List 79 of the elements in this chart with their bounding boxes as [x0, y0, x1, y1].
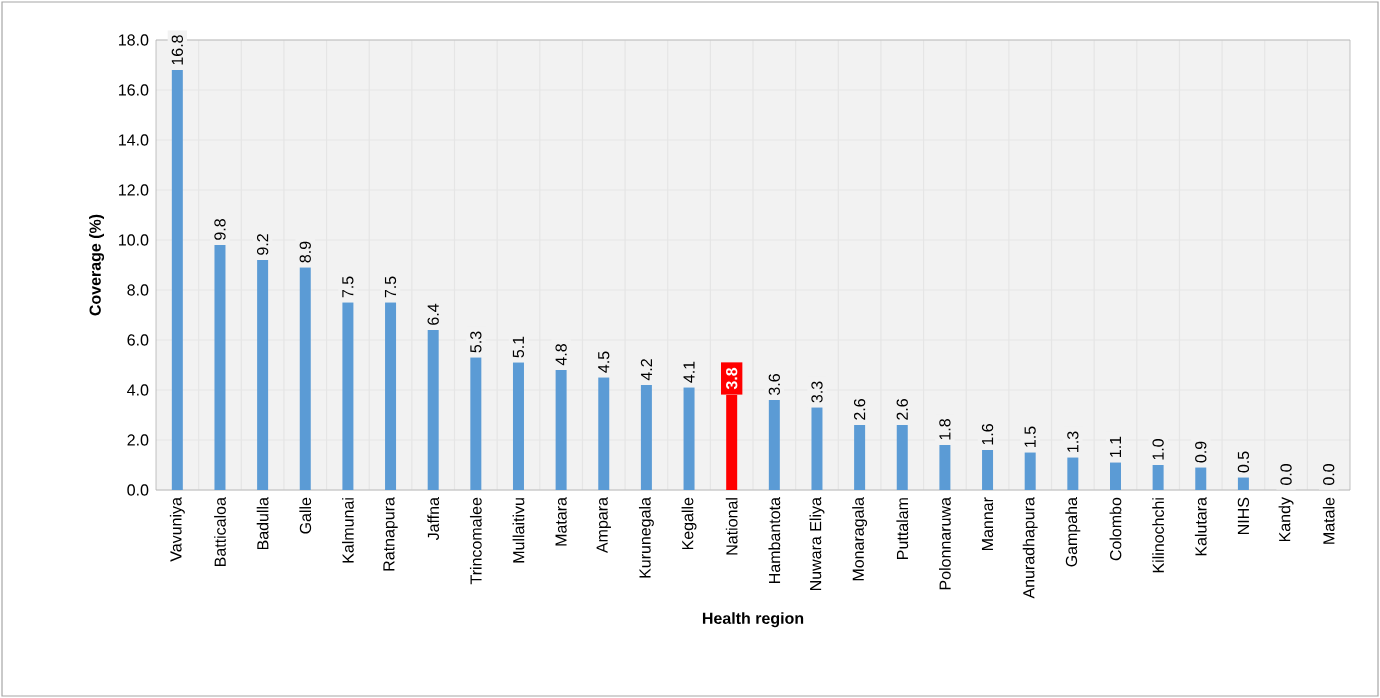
data-label: 1.8	[939, 419, 951, 440]
y-tick-label: 6.0	[127, 334, 149, 346]
data-label: 0.0	[1323, 463, 1335, 485]
x-tick-label: Ampara	[596, 497, 611, 554]
x-tick-label: Vavuniya	[169, 497, 185, 562]
x-tick-label: Badulla	[256, 497, 269, 550]
bar	[555, 370, 567, 490]
data-label: 5.1	[512, 336, 525, 358]
data-label: 3.6	[768, 374, 780, 395]
x-tick-label: National	[725, 498, 738, 555]
data-label: 8.9	[299, 241, 311, 263]
x-tick-label: Batticaloa	[214, 497, 226, 567]
x-tick-label: Kurunegala	[638, 497, 654, 578]
bar	[768, 400, 780, 490]
x-tick-label: Kalmunai	[342, 498, 354, 563]
y-tick-label: 16.0	[119, 84, 149, 96]
bar	[257, 260, 269, 490]
data-label: 16.8	[171, 35, 183, 65]
data-label: 3.8	[726, 367, 738, 390]
bar	[214, 245, 226, 490]
y-tick-label: 2.0	[127, 434, 149, 446]
data-label: 4.1	[683, 361, 695, 383]
bar	[683, 387, 695, 490]
x-tick-label: Kilinochchi	[1152, 498, 1164, 573]
x-tick-label: Mannar	[981, 497, 994, 550]
y-tick-label: 14.0	[119, 134, 149, 146]
x-tick-label: Hambantota	[768, 497, 781, 583]
x-tick-label: Kalutara	[1194, 497, 1207, 556]
x-tick-label: Matara	[555, 497, 567, 546]
bar	[598, 377, 610, 490]
y-tick-label: 8.0	[127, 284, 149, 296]
x-tick-label: Trincomalee	[469, 497, 482, 585]
x-tick-label: Polonnaruwa	[939, 497, 951, 590]
data-label: 7.5	[384, 276, 397, 298]
y-tick-label: 12.0	[119, 184, 149, 196]
x-axis-title: Health region	[702, 612, 804, 628]
data-label: 0.9	[1195, 441, 1207, 463]
data-label: 4.5	[598, 351, 610, 373]
data-label: 1.0	[1152, 438, 1164, 460]
x-tick-label: Anuradhapura	[1022, 497, 1038, 599]
x-tick-label: Colombo	[1109, 497, 1122, 561]
data-label: 2.6	[896, 399, 908, 420]
bar	[171, 70, 183, 490]
data-label: 7.5	[342, 276, 354, 298]
data-label: 0.5	[1237, 451, 1250, 473]
data-label: 3.3	[811, 381, 823, 403]
data-label: 1.6	[981, 424, 994, 445]
y-tick-label: 10.0	[119, 234, 149, 246]
x-tick-label: Gampaha	[1065, 497, 1081, 567]
x-tick-label: Kandy	[1278, 497, 1294, 542]
bar	[982, 450, 994, 490]
data-label: 2.6	[853, 399, 866, 420]
y-axis-title: Coverage (%)	[89, 214, 105, 316]
data-label: 4.8	[555, 344, 567, 366]
data-label: 9.2	[256, 234, 269, 255]
bar	[939, 445, 951, 490]
data-label: 1.1	[1109, 436, 1121, 457]
x-tick-label: Ratnapura	[383, 497, 398, 571]
x-tick-label: Matale	[1322, 497, 1335, 544]
data-label: 0.0	[1280, 463, 1292, 485]
x-tick-label: Mullaitivu	[512, 498, 525, 563]
data-label: 1.3	[1067, 431, 1079, 452]
x-tick-label: Nuwara Eliya	[809, 497, 825, 591]
bar	[1237, 477, 1249, 490]
x-tick-label: NIHS	[1237, 497, 1250, 534]
x-tick-label: Kegalle	[681, 497, 697, 550]
data-label: 5.3	[470, 331, 482, 353]
data-label: 1.5	[1024, 426, 1036, 447]
data-label: 4.2	[640, 359, 652, 381]
x-tick-label: Puttalam	[896, 498, 909, 559]
x-tick-label: Galle	[299, 497, 312, 534]
x-tick-label: Jaffna	[427, 497, 440, 541]
bar	[1152, 465, 1164, 490]
data-label: 9.8	[214, 219, 226, 240]
y-tick-label: 4.0	[127, 384, 149, 396]
x-tick-label: Monaragala	[852, 497, 868, 581]
y-tick-label: 18.0	[119, 34, 149, 46]
data-label: 6.4	[427, 303, 439, 325]
y-tick-label: 0.0	[127, 484, 149, 496]
